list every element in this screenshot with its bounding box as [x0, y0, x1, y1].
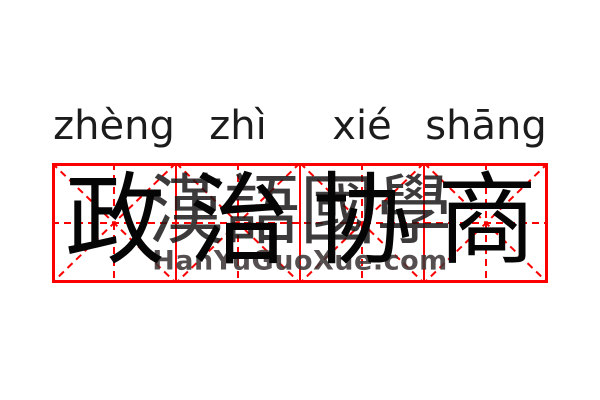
- hanzi-shang: 商: [437, 162, 537, 279]
- watermark-brand-cjk: 漢語國學: [148, 166, 452, 255]
- pinyin-syllable-shang: shāng: [425, 103, 547, 149]
- watermark-domain-text: HanYuGuoXue.com: [152, 245, 448, 277]
- hanzi-zheng: 政: [65, 162, 165, 279]
- mizige-grid-lines: [52, 163, 548, 283]
- hanzi-xie: 协: [312, 162, 412, 279]
- hanzi-zhi: 治: [189, 162, 289, 279]
- pinyin-syllable-zheng: zhèng: [53, 103, 175, 149]
- mizige-grid: [52, 163, 548, 283]
- pinyin-syllable-zhi: zhì: [209, 103, 267, 149]
- pinyin-syllable-xie: xié: [332, 103, 392, 149]
